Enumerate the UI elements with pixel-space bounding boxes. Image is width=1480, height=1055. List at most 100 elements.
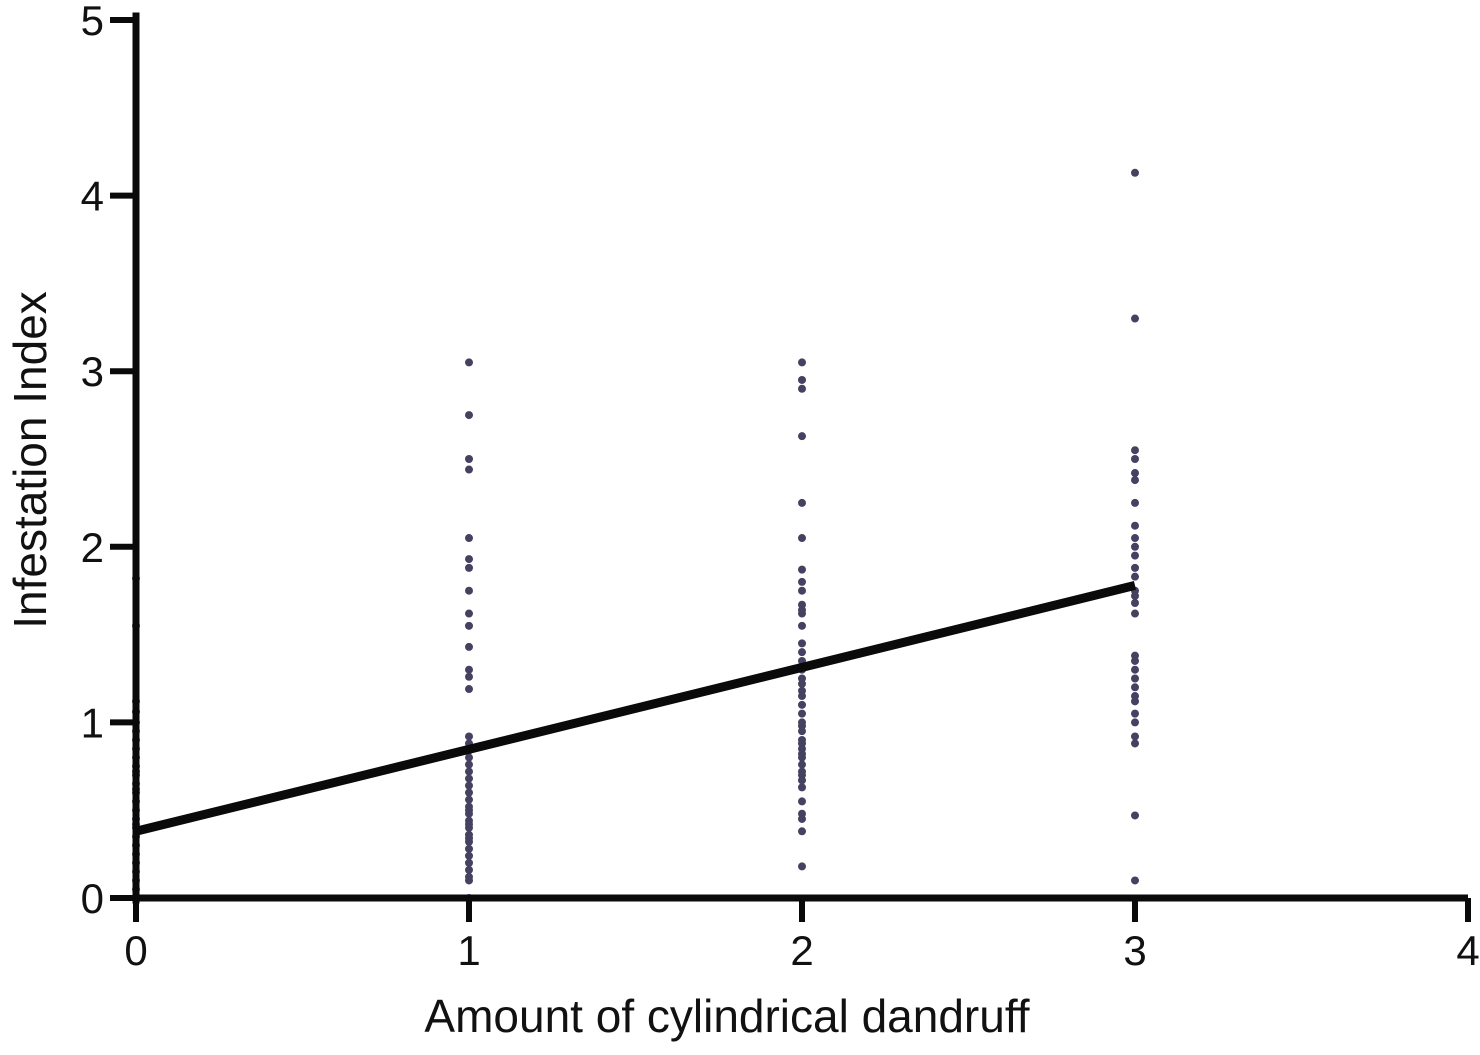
data-point (798, 358, 806, 367)
data-point (798, 586, 806, 595)
x-tick-label: 3 (1123, 927, 1146, 974)
y-tick-label: 1 (81, 699, 104, 746)
data-point (798, 577, 806, 586)
data-point (798, 375, 806, 384)
data-point (465, 753, 473, 762)
data-point (465, 760, 473, 769)
data-point (1131, 811, 1139, 820)
y-tick-label: 3 (81, 348, 104, 395)
data-point (465, 609, 473, 618)
data-point (1131, 665, 1139, 674)
data-point (1131, 168, 1139, 177)
data-point (798, 674, 806, 683)
x-tick-label: 4 (1456, 927, 1479, 974)
data-point (465, 642, 473, 651)
data-point (465, 844, 473, 853)
data-point (1131, 709, 1139, 718)
data-point (465, 774, 473, 783)
data-point (798, 814, 806, 823)
data-point (1131, 455, 1139, 463)
y-tick-label: 5 (81, 0, 104, 44)
regression-line-group (134, 581, 1137, 836)
data-point (465, 820, 473, 829)
data-point (798, 862, 806, 871)
data-point (465, 586, 473, 595)
data-point (465, 672, 473, 681)
data-point (465, 411, 473, 420)
data-point (465, 455, 473, 463)
data-point (465, 788, 473, 797)
data-point (798, 750, 806, 759)
data-point (465, 563, 473, 572)
data-point (798, 534, 806, 543)
data-point (798, 767, 806, 776)
data-point (465, 534, 473, 543)
y-axis-label: Infestation Index (4, 291, 56, 629)
data-point (1131, 446, 1139, 455)
data-point (798, 783, 806, 792)
data-point (465, 621, 473, 630)
data-point (798, 565, 806, 574)
data-point (798, 686, 806, 695)
x-axis-label: Amount of cylindrical dandruff (424, 990, 1029, 1042)
data-point (1131, 314, 1139, 323)
data-point (798, 797, 806, 806)
regression-line (134, 581, 1137, 836)
data-point (465, 795, 473, 804)
data-point (1131, 572, 1139, 581)
tick-labels: 0 1 2 3 4 0 1 2 3 4 5 (81, 0, 1480, 974)
axes (110, 12, 1471, 922)
data-point (798, 432, 806, 441)
data-point (465, 665, 473, 674)
data-point (1131, 674, 1139, 683)
data-point (798, 739, 806, 748)
data-point (1131, 521, 1139, 530)
data-point (1131, 598, 1139, 607)
y-tick-label: 4 (81, 173, 104, 220)
data-point (798, 621, 806, 630)
data-point (1131, 739, 1139, 748)
data-point (798, 709, 806, 718)
data-point (1131, 534, 1139, 543)
data-point (1131, 656, 1139, 665)
data-point (465, 685, 473, 694)
data-point (465, 358, 473, 367)
data-point (465, 781, 473, 790)
data-point (798, 639, 806, 648)
data-point (1131, 732, 1139, 741)
data-point (465, 834, 473, 843)
data-point (1131, 683, 1139, 692)
data-point (1131, 591, 1139, 600)
data-point (798, 606, 806, 615)
data-point (798, 384, 806, 393)
data-point (1131, 563, 1139, 572)
data-point (1131, 876, 1139, 885)
data-point (798, 776, 806, 785)
data-point (1131, 551, 1139, 560)
data-point (465, 851, 473, 860)
x-tick-label: 1 (457, 927, 480, 974)
x-tick-label: 0 (124, 927, 147, 974)
data-point (465, 732, 473, 741)
data-point (798, 721, 806, 730)
data-point (465, 555, 473, 564)
data-point (798, 827, 806, 836)
data-point (465, 872, 473, 881)
y-tick-label: 2 (81, 524, 104, 571)
data-point (1131, 498, 1139, 507)
data-point (798, 498, 806, 507)
data-point (465, 858, 473, 867)
data-point (1131, 469, 1139, 478)
data-point (1131, 542, 1139, 551)
x-tick-label: 2 (790, 927, 813, 974)
data-point (465, 865, 473, 874)
data-point (465, 767, 473, 776)
data-point (798, 648, 806, 657)
data-point (1131, 692, 1139, 701)
data-point (1131, 609, 1139, 618)
data-point (1131, 718, 1139, 727)
data-point (798, 700, 806, 709)
data-point (798, 760, 806, 769)
data-point (465, 806, 473, 815)
